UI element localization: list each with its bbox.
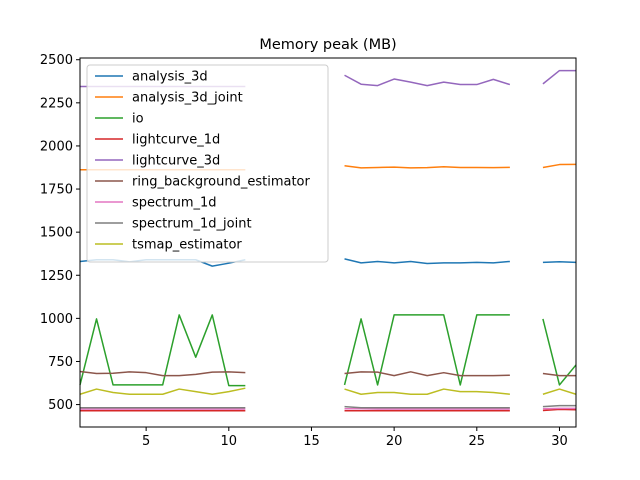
series-line-segment (344, 165, 510, 169)
y-tick-label: 500 (48, 398, 73, 413)
legend-label: ring_background_estimator (132, 175, 310, 190)
series-line-segment (344, 388, 510, 395)
legend-label: analysis_3d_joint (132, 91, 243, 106)
y-tick-label: 1750 (40, 183, 73, 198)
y-tick-label: 2500 (40, 53, 73, 68)
legend-label: spectrum_1d (132, 196, 217, 211)
x-axis: 5 10 15 20 25 30 (142, 427, 568, 449)
legend-box (86, 64, 329, 263)
y-axis: 500 750 1000 1250 1500 1750 2000 2250 2500 (40, 53, 80, 413)
x-tick-label: 20 (386, 434, 403, 449)
legend-label: analysis_3d (132, 70, 208, 85)
series-line-segment (542, 163, 577, 169)
series-line-segment (79, 314, 246, 387)
series-line-segment (542, 318, 577, 386)
y-tick-label: 2000 (40, 139, 73, 154)
series-line-segment (344, 74, 511, 87)
legend-label: lightcurve_1d (132, 133, 220, 148)
y-tick-label: 1500 (40, 226, 73, 241)
series-line-segment (542, 404, 576, 408)
series-lightcurve-1d (80, 408, 577, 412)
series-ring-background-estimator (79, 370, 576, 377)
series-line-segment (542, 261, 577, 264)
x-tick-label: 5 (142, 434, 150, 449)
series-line-segment (344, 258, 510, 265)
series-spectrum-1d-joint (80, 404, 576, 409)
chart-title: Memory peak (MB) (259, 37, 396, 53)
y-tick-label: 2250 (40, 96, 73, 111)
series-line-segment (79, 370, 246, 377)
x-tick-label: 30 (551, 434, 568, 449)
legend-label: io (132, 112, 144, 127)
x-tick-label: 25 (469, 434, 486, 449)
series-line-segment (542, 408, 577, 412)
legend-label: lightcurve_3d (132, 154, 220, 169)
series-line-segment (542, 69, 576, 85)
y-tick-label: 750 (48, 355, 73, 370)
x-tick-label: 15 (303, 434, 320, 449)
x-tick-label: 10 (221, 434, 238, 449)
series-line-segment (344, 405, 510, 409)
y-tick-label: 1250 (40, 269, 73, 284)
series-line-segment (343, 314, 510, 386)
series-io (79, 314, 577, 387)
legend-label: tsmap_estimator (132, 238, 242, 253)
series-line-segment (79, 387, 246, 395)
plot-frame (79, 57, 577, 428)
series-line-segment (542, 388, 577, 395)
y-tick-label: 1000 (40, 312, 73, 327)
series-tsmap-estimator (79, 387, 577, 395)
series-spectrum-1d (80, 407, 576, 410)
legend-label: spectrum_1d_joint (132, 217, 252, 232)
series-line-segment (542, 372, 576, 377)
series-line-segment (344, 371, 510, 377)
